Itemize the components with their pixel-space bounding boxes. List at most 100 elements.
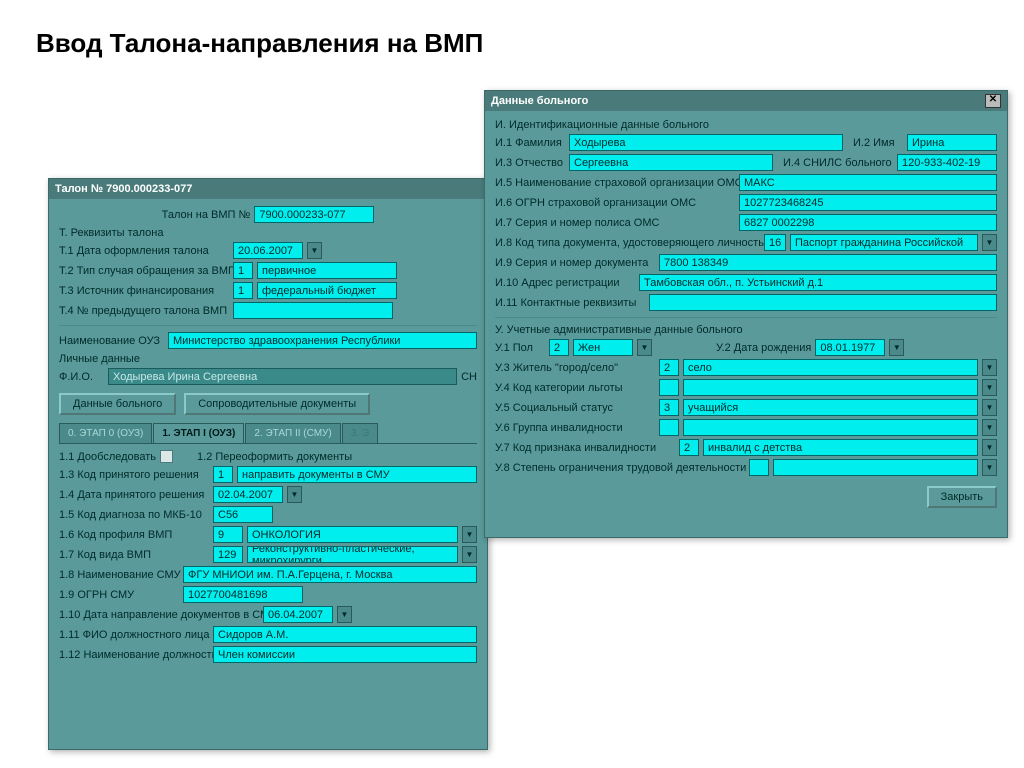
l19-field[interactable]: 1027700481698	[183, 586, 303, 603]
l14-label: 1.4 Дата принятого решения	[59, 489, 209, 501]
i6-field[interactable]: 1027723468245	[739, 194, 997, 211]
i1-field[interactable]: Ходырева	[569, 134, 843, 151]
i5-label: И.5 Наименование страховой организации О…	[495, 177, 735, 189]
l112-field[interactable]: Член комиссии	[213, 646, 477, 663]
l110-field[interactable]: 06.04.2007	[263, 606, 333, 623]
u1-code[interactable]: 2	[549, 339, 569, 356]
l18-field[interactable]: ФГУ МНИОИ им. П.А.Герцена, г. Москва	[183, 566, 477, 583]
u8-code[interactable]	[749, 459, 769, 476]
l14-dropdown-icon[interactable]: ▼	[287, 486, 302, 503]
ouz-field[interactable]: Министерство здравоохранения Республики	[168, 332, 477, 349]
close-icon[interactable]: ✕	[985, 94, 1001, 108]
l16-text[interactable]: ОНКОЛОГИЯ	[247, 526, 458, 543]
u6-text[interactable]	[683, 419, 978, 436]
u3-dropdown-icon[interactable]: ▼	[982, 359, 997, 376]
u3-label: У.3 Житель "город/село"	[495, 362, 655, 374]
u4-code[interactable]	[659, 379, 679, 396]
t2-code[interactable]: 1	[233, 262, 253, 279]
tab-stage-0[interactable]: 0. ЭТАП 0 (ОУЗ)	[59, 423, 152, 443]
l13-text[interactable]: направить документы в СМУ	[237, 466, 477, 483]
i-group-label: И. Идентификационные данные больного	[495, 119, 997, 131]
t2-text[interactable]: первичное	[257, 262, 397, 279]
i5-field[interactable]: МАКС	[739, 174, 997, 191]
tab-stage-1[interactable]: 1. ЭТАП I (ОУЗ)	[153, 423, 244, 443]
u1-text[interactable]: Жен	[573, 339, 633, 356]
u4-dropdown-icon[interactable]: ▼	[982, 379, 997, 396]
u2-field[interactable]: 08.01.1977	[815, 339, 885, 356]
l16-code[interactable]: 9	[213, 526, 243, 543]
t3-code[interactable]: 1	[233, 282, 253, 299]
talon-window: Талон № 7900.000233-077 Талон на ВМП № 7…	[48, 178, 488, 750]
i4-field[interactable]: 120-933-402-19	[897, 154, 997, 171]
u4-text[interactable]	[683, 379, 978, 396]
l15-field[interactable]: C56	[213, 506, 273, 523]
i2-label: И.2 Имя	[853, 137, 903, 149]
i8-text[interactable]: Паспорт гражданина Российской	[790, 234, 978, 251]
l13-label: 1.3 Код принятого решения	[59, 469, 209, 481]
win2-titlebar: Данные больного ✕	[485, 91, 1007, 111]
l11-checkbox[interactable]	[160, 450, 173, 463]
l16-label: 1.6 Код профиля ВМП	[59, 529, 209, 541]
l19-label: 1.9 ОГРН СМУ	[59, 589, 179, 601]
talon-no-field[interactable]: 7900.000233-077	[254, 206, 374, 223]
i11-field[interactable]	[649, 294, 997, 311]
u5-text[interactable]: учащийся	[683, 399, 978, 416]
u2-dropdown-icon[interactable]: ▼	[889, 339, 904, 356]
l14-field[interactable]: 02.04.2007	[213, 486, 283, 503]
u7-code[interactable]: 2	[679, 439, 699, 456]
l17-label: 1.7 Код вида ВМП	[59, 549, 209, 561]
i2-field[interactable]: Ирина	[907, 134, 997, 151]
l16-dropdown-icon[interactable]: ▼	[462, 526, 477, 543]
t1-field[interactable]: 20.06.2007	[233, 242, 303, 259]
talon-no-label: Талон на ВМП №	[162, 209, 251, 221]
u1-dropdown-icon[interactable]: ▼	[637, 339, 652, 356]
u8-label: У.8 Степень ограничения трудовой деятель…	[495, 462, 745, 474]
close-button[interactable]: Закрыть	[927, 486, 997, 508]
u3-text[interactable]: село	[683, 359, 978, 376]
l110-dropdown-icon[interactable]: ▼	[337, 606, 352, 623]
i8-dropdown-icon[interactable]: ▼	[982, 234, 997, 251]
win1-titlebar: Талон № 7900.000233-077	[49, 179, 487, 199]
patient-data-button[interactable]: Данные больного	[59, 393, 176, 415]
i7-field[interactable]: 6827 0002298	[739, 214, 997, 231]
u7-dropdown-icon[interactable]: ▼	[982, 439, 997, 456]
u5-code[interactable]: 3	[659, 399, 679, 416]
i10-field[interactable]: Тамбовская обл., п. Устьинский д.1	[639, 274, 997, 291]
u4-label: У.4 Код категории льготы	[495, 382, 655, 394]
i3-field[interactable]: Сергеевна	[569, 154, 773, 171]
accompanying-docs-button[interactable]: Сопроводительные документы	[184, 393, 370, 415]
l11-label: 1.1 Дообследовать	[59, 451, 156, 463]
t1-dropdown-icon[interactable]: ▼	[307, 242, 322, 259]
i8-code[interactable]: 16	[764, 234, 786, 251]
patient-window: Данные больного ✕ И. Идентификационные д…	[484, 90, 1008, 538]
i9-field[interactable]: 7800 138349	[659, 254, 997, 271]
l15-label: 1.5 Код диагноза по МКБ-10	[59, 509, 209, 521]
win1-title: Талон № 7900.000233-077	[55, 183, 192, 195]
page-title: Ввод Талона-направления на ВМП	[36, 28, 483, 59]
personal-group: Личные данные	[59, 353, 477, 365]
l111-field[interactable]: Сидоров А.М.	[213, 626, 477, 643]
u8-dropdown-icon[interactable]: ▼	[982, 459, 997, 476]
u6-code[interactable]	[659, 419, 679, 436]
u-group-label: У. Учетные административные данные больн…	[495, 324, 997, 336]
t3-text[interactable]: федеральный бюджет	[257, 282, 397, 299]
u6-dropdown-icon[interactable]: ▼	[982, 419, 997, 436]
tab-stage-2[interactable]: 2. ЭТАП II (СМУ)	[245, 423, 340, 443]
u7-text[interactable]: инвалид с детства	[703, 439, 978, 456]
i10-label: И.10 Адрес регистрации	[495, 277, 635, 289]
u5-dropdown-icon[interactable]: ▼	[982, 399, 997, 416]
l17-code[interactable]: 129	[213, 546, 243, 563]
stage-tabs: 0. ЭТАП 0 (ОУЗ) 1. ЭТАП I (ОУЗ) 2. ЭТАП …	[59, 423, 477, 444]
l112-label: 1.12 Наименование должности	[59, 649, 209, 661]
t3-label: Т.3 Источник финансирования	[59, 285, 229, 297]
l17-text[interactable]: Реконструктивно-пластические, микрохирур…	[247, 546, 458, 563]
l13-code[interactable]: 1	[213, 466, 233, 483]
t4-field[interactable]	[233, 302, 393, 319]
i9-label: И.9 Серия и номер документа	[495, 257, 655, 269]
t1-label: Т.1 Дата оформления талона	[59, 245, 229, 257]
u3-code[interactable]: 2	[659, 359, 679, 376]
u8-text[interactable]	[773, 459, 978, 476]
i7-label: И.7 Серия и номер полиса ОМС	[495, 217, 735, 229]
fio-suffix: СН	[461, 371, 477, 383]
l17-dropdown-icon[interactable]: ▼	[462, 546, 477, 563]
